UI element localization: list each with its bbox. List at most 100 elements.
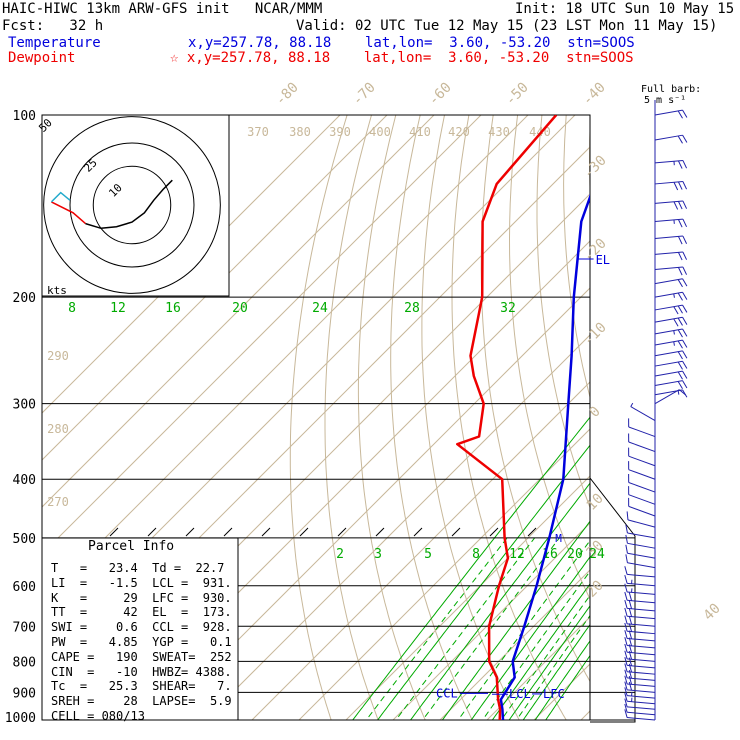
pressure-label-900: 900 <box>13 686 36 701</box>
wind-barb <box>625 554 656 569</box>
wind-barb-flag <box>677 135 683 144</box>
wind-barb-flag <box>677 236 683 245</box>
wind-barb <box>624 663 656 675</box>
wind-barb-flag <box>677 329 683 338</box>
hatch-mark <box>451 527 461 537</box>
wind-barb-staff <box>654 370 683 377</box>
hatch-mark <box>527 527 537 537</box>
dry-adiabat-line <box>390 115 473 720</box>
wind-barb-staff <box>654 180 683 185</box>
mixing-ratio-label: 8 <box>472 547 480 562</box>
wind-barb-staff <box>627 607 656 612</box>
wind-barb-staff <box>627 677 656 681</box>
temperature-station-info: x,y=257.78, 88.18 lat,lon= 3.60, -53.20 … <box>188 35 635 51</box>
pressure-label-500: 500 <box>13 532 36 547</box>
hodograph-storm-marker <box>50 191 71 203</box>
parcel-info-row: CELL = 080/13 <box>51 708 145 723</box>
mixing-ratio-dashed-line <box>422 537 560 720</box>
wind-barb-flag <box>677 340 683 349</box>
wind-barb <box>624 657 656 669</box>
wind-barb-staff <box>627 599 656 604</box>
wind-barb <box>654 350 688 360</box>
hodograph-trace-low <box>51 201 86 225</box>
wind-barbs <box>624 100 688 721</box>
wind-barb-flag <box>624 622 628 632</box>
mixing-ratio-line <box>545 654 590 720</box>
wind-barb-staff <box>627 711 656 716</box>
wind-barb <box>624 675 656 687</box>
wind-barb-staff <box>628 441 656 453</box>
wind-barb <box>624 698 656 710</box>
lower-frame-extension <box>589 477 636 723</box>
parcel-info-box <box>41 537 239 721</box>
wind-barb-staff <box>654 200 683 204</box>
isotherm-label: 20 <box>584 578 607 601</box>
isotherm-line <box>42 115 435 508</box>
wind-barb <box>624 566 656 578</box>
wind-barb-staff <box>627 519 656 528</box>
isotherm-line <box>615 87 740 733</box>
hodograph-box <box>41 114 230 297</box>
wind-barb-flag <box>628 630 633 639</box>
parcel-info-row: CIN = -10 HWBZ= 4388. <box>51 664 232 679</box>
wind-barb-flag <box>677 381 683 390</box>
dry-adiabat-line <box>357 115 426 720</box>
isotherm-line <box>204 334 590 720</box>
wind-barb-staff <box>654 159 683 164</box>
parcel-info-row: T = 23.4 Td = 22.7 <box>51 561 225 575</box>
wind-barb <box>654 370 688 380</box>
wind-barb-flag <box>628 681 633 691</box>
wind-barb-staff <box>627 671 656 675</box>
mixing-ratio-dashed-line <box>365 537 508 720</box>
theta-label: 430 <box>488 125 510 139</box>
theta-label: 390 <box>329 125 351 139</box>
mixing-ratio-line <box>508 605 590 720</box>
wind-barb <box>654 251 688 261</box>
hatch-mark <box>489 527 499 537</box>
plot-frame <box>41 114 591 721</box>
wind-barb-flag <box>628 675 633 685</box>
wind-barb <box>624 607 656 620</box>
wind-barb <box>624 687 656 699</box>
wind-barb-flag <box>624 663 628 672</box>
wind-barb-flag <box>624 692 628 702</box>
wind-barb <box>654 134 688 144</box>
wind-barb <box>628 473 656 493</box>
wind-barb-flag <box>682 200 688 209</box>
wind-barb-staff <box>627 623 656 627</box>
wind-barb <box>654 159 688 169</box>
wind-barb-staff <box>654 360 683 367</box>
isotherm-label: -80 <box>273 80 302 109</box>
wind-barb-flag <box>682 339 688 348</box>
hatch-mark <box>185 527 195 537</box>
wind-barb-staff <box>654 278 683 285</box>
wind-barb <box>654 389 687 405</box>
wind-barb-flag <box>628 663 633 673</box>
wind-barb-staff <box>628 455 656 467</box>
wind-barb-flag <box>682 218 688 228</box>
dry-adiabat-line <box>451 115 567 720</box>
init-time: Init: 18 UTC Sun 10 May 15 <box>515 1 735 17</box>
wind-barb-staff <box>654 328 683 335</box>
parcel-info-row: CAPE = 190 SWEAT= 252 <box>51 649 232 664</box>
wind-barb-flag <box>628 669 633 679</box>
lfc-label: LFC <box>543 687 565 701</box>
wind-barb-flag <box>677 317 683 326</box>
wind-barb-flag <box>624 607 628 617</box>
wind-barb-flag <box>624 657 628 666</box>
wind-barb <box>624 591 656 604</box>
wind-barb-flag <box>677 201 683 210</box>
parcel-info-row: PW = 4.85 YGP = 0.1 <box>51 634 232 649</box>
parcel-info-table: T = 23.4 Td = 22.7 LI = -1.5 LCL = 931. K … <box>51 561 232 724</box>
theta-label: 410 <box>409 125 431 139</box>
wind-barb-staff <box>654 389 680 405</box>
wind-barb-flag <box>624 630 628 639</box>
wind-barb-staff <box>627 664 656 669</box>
wind-barb-flag <box>682 181 688 190</box>
pressure-label-400: 400 <box>13 473 36 488</box>
dry-adiabat-lines <box>289 115 590 720</box>
wind-barb <box>624 643 656 656</box>
wind-barb <box>654 389 688 398</box>
wind-barb-flag <box>677 371 683 380</box>
wind-barb-staff <box>627 573 656 578</box>
